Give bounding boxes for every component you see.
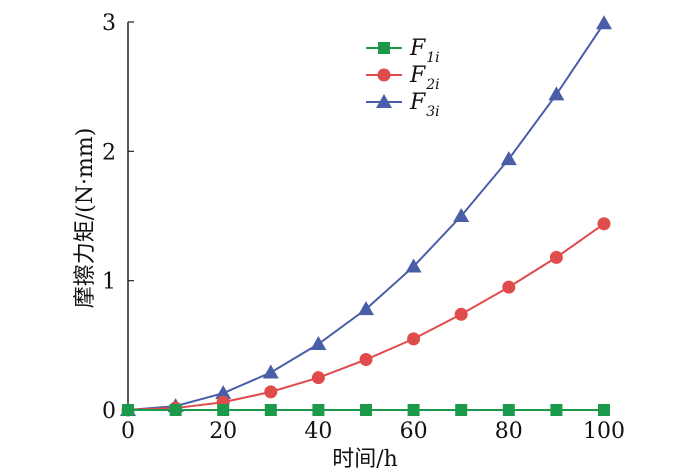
data-point-F1i [169,404,182,416]
data-point-F3i [262,364,279,379]
data-point-F1i [360,404,372,416]
data-point-F2i [407,332,421,346]
series-line-F2i [127,222,605,411]
data-point-F3i [596,15,612,30]
x-tick-label: 20 [209,419,237,444]
legend-marker [378,42,390,54]
legend-label-main: F [409,36,426,61]
y-tick-label: 2 [102,140,116,165]
data-point-F1i [598,404,610,416]
legend-label: F1i [409,36,440,66]
series-F2i [121,217,611,417]
x-tick-label: 100 [583,419,625,444]
series-layer [120,15,612,417]
data-point-F1i [217,404,230,416]
data-point-F1i [264,404,277,416]
data-point-F3i [215,385,232,400]
legend-label-subscript: 1i [426,50,439,66]
data-point-F2i [502,280,516,294]
data-point-F1i [502,404,515,416]
series-line-F3i [127,22,605,411]
legend-label-subscript: 2i [425,77,439,93]
y-tick-label: 3 [102,11,116,36]
x-tick-label: 60 [400,419,428,444]
data-point-F1i [312,404,325,416]
legend-marker [376,94,392,108]
data-point-F2i [264,385,278,399]
data-point-F2i [549,250,563,264]
x-tick-label: 0 [121,419,135,444]
legend-label: F3i [409,90,440,120]
y-tick-label: 1 [102,270,116,295]
data-point-F1i [550,404,563,416]
x-tick-label: 40 [304,419,332,444]
data-point-F1i [407,404,420,416]
legend-label-main: F [409,63,426,88]
axes: 0 20 40 60 80 100 0 1 2 3 [102,11,625,444]
legend-entry-F2i: F2i [366,63,440,93]
legend-label-main: F [409,90,426,115]
data-point-F2i [311,371,325,385]
data-point-F3i [405,258,422,273]
data-point-F3i [548,86,565,101]
series-F1i [122,404,610,416]
data-point-F3i [358,301,374,316]
data-point-F2i [454,307,468,321]
data-point-F3i [310,336,327,351]
x-tick-label: 80 [495,419,523,444]
data-point-F3i [500,151,517,166]
data-point-F1i [122,404,134,416]
legend-label: F2i [409,63,440,93]
y-tick-label: 0 [102,399,116,424]
x-axis-label: 时间/h [332,447,398,472]
legend-label-subscript: 3i [426,104,439,120]
data-point-F1i [455,404,468,416]
data-point-F2i [359,353,373,367]
legend-entry-F3i: F3i [366,90,440,120]
legend-entry-F1i: F1i [366,36,440,66]
y-axis-label: 摩擦力矩/(N·mm) [73,128,98,309]
data-point-F3i [453,208,470,222]
data-point-F2i [597,217,611,231]
legend-marker [377,68,391,82]
